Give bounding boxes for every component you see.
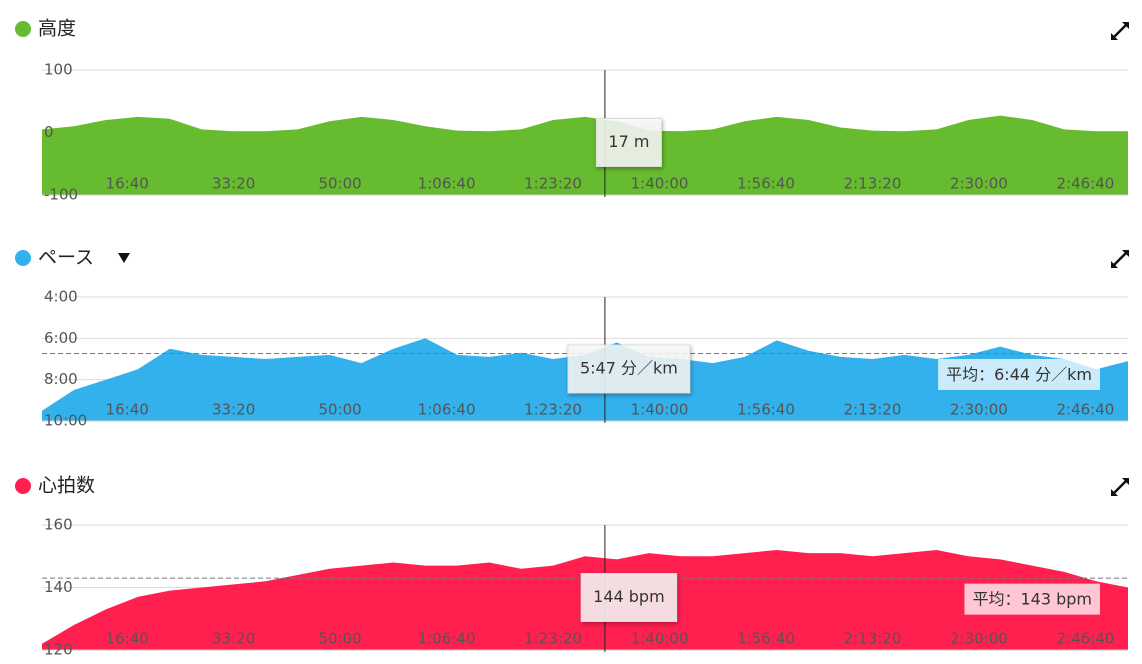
chart-title: 高度: [38, 18, 76, 40]
tooltip-text: 17 m: [608, 132, 649, 151]
x-tick-label: 2:46:40: [1056, 175, 1114, 193]
tooltip: 5:47 分／km: [567, 344, 691, 394]
tooltip: 17 m: [595, 118, 662, 167]
x-tick-label: 33:20: [212, 630, 255, 648]
x-tick-label: 2:30:00: [950, 401, 1008, 419]
y-tick-label: 8:00: [44, 370, 78, 388]
y-tick-label: 4:00: [44, 288, 78, 306]
expand-icon[interactable]: [1111, 250, 1129, 268]
x-tick-label: 33:20: [212, 175, 255, 193]
x-tick-label: 50:00: [319, 401, 362, 419]
y-tick-label: 6:00: [44, 329, 78, 347]
average-label-bg: [964, 583, 1100, 615]
x-tick-label: 2:13:20: [844, 401, 902, 419]
y-tick-label: 120: [44, 641, 73, 659]
x-tick-label: 1:56:40: [737, 630, 795, 648]
chart-panel: 高度 -100 0 100 16:40 33:20 50:00 1:06:40 1:23:20 1…: [15, 18, 1128, 204]
x-tick-label: 50:00: [319, 630, 362, 648]
x-tick-label: 1:40:00: [631, 630, 689, 648]
x-tick-label: 1:23:20: [524, 175, 582, 193]
chart-panel: ペース 4:00 6:00 8:00 10:00 16:40 33:20 50:00 1:06:…: [15, 247, 1128, 430]
x-tick-label: 1:40:00: [631, 175, 689, 193]
x-tick-label: 16:40: [106, 630, 149, 648]
legend-dot: [15, 250, 31, 266]
x-tick-label: 2:46:40: [1056, 401, 1114, 419]
x-tick-label: 2:46:40: [1056, 630, 1114, 648]
x-tick-label: 1:56:40: [737, 401, 795, 419]
x-tick-label: 2:30:00: [950, 630, 1008, 648]
chart-title: ペース: [38, 247, 94, 269]
y-tick-label: 10:00: [44, 412, 87, 430]
x-tick-label: 1:06:40: [418, 630, 476, 648]
average-label: 平均：143 bpm: [972, 590, 1092, 609]
dropdown-arrow[interactable]: [118, 253, 130, 263]
y-tick-label: -100: [44, 186, 78, 204]
x-tick-label: 1:06:40: [418, 401, 476, 419]
tooltip-text: 5:47 分／km: [580, 359, 678, 378]
legend-dot: [15, 478, 31, 494]
expand-icon[interactable]: [1111, 22, 1129, 40]
x-tick-label: 2:30:00: [950, 175, 1008, 193]
y-tick-label: 100: [44, 61, 73, 79]
average-label-bg: [938, 358, 1100, 390]
tooltip-bg: [567, 344, 691, 394]
tooltip-bg: [595, 118, 662, 167]
area: [42, 115, 1128, 195]
x-tick-label: 16:40: [106, 175, 149, 193]
chart-title: 心拍数: [38, 475, 95, 497]
x-tick-label: 1:23:20: [524, 630, 582, 648]
x-tick-label: 33:20: [212, 401, 255, 419]
average-label: 平均：6:44 分／km: [946, 365, 1092, 384]
tooltip-bg: [580, 573, 678, 622]
expand-icon[interactable]: [1111, 478, 1129, 496]
x-tick-label: 1:56:40: [737, 175, 795, 193]
legend-dot: [15, 21, 31, 37]
y-tick-label: 0: [44, 123, 54, 141]
x-tick-label: 1:06:40: [418, 175, 476, 193]
expand-icons: [1111, 22, 1129, 496]
x-tick-label: 16:40: [106, 401, 149, 419]
tooltip-text: 144 bpm: [593, 587, 665, 606]
y-tick-label: 140: [44, 578, 73, 596]
x-tick-label: 1:40:00: [631, 401, 689, 419]
y-tick-label: 160: [44, 516, 73, 534]
x-tick-label: 1:23:20: [524, 401, 582, 419]
x-tick-label: 50:00: [319, 175, 362, 193]
chart-panel: 心拍数 120 140 160 16:40 33:20 50:00 1:06:40 1:23:2…: [15, 475, 1128, 659]
tooltip: 144 bpm: [580, 573, 678, 622]
x-tick-label: 2:13:20: [844, 630, 902, 648]
x-tick-label: 2:13:20: [844, 175, 902, 193]
